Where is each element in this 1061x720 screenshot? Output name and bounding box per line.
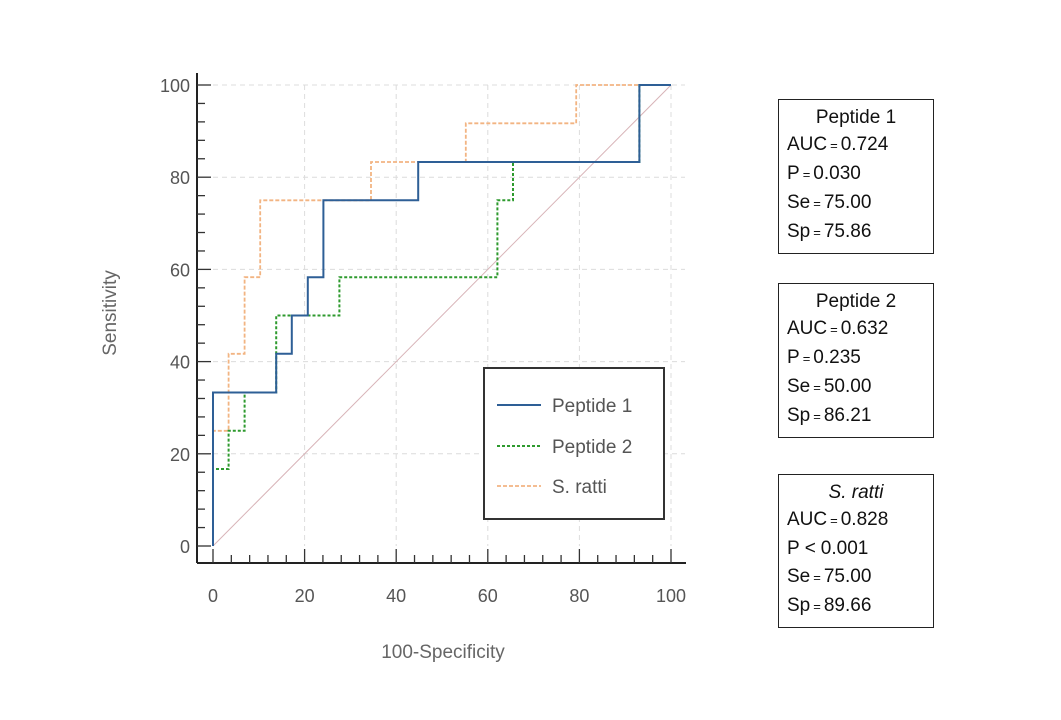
stat-operator: = — [802, 351, 811, 366]
y-tick-label: 0 — [180, 537, 190, 557]
x-tick-label: 60 — [478, 586, 498, 606]
legend-label: Peptide 2 — [552, 437, 632, 458]
sp-row: Sp = 75.86 — [787, 218, 925, 247]
stat-label: P — [787, 347, 800, 368]
stat-label: AUC — [787, 509, 828, 530]
stat-operator: = — [813, 599, 821, 614]
stat-value: 86.21 — [823, 405, 872, 426]
stats-title: Peptide 1 — [815, 107, 897, 128]
stat-operator: = — [813, 409, 821, 424]
stat-value: 0.030 — [813, 163, 861, 184]
stat-value: 0.828 — [840, 509, 889, 530]
peptide-2-stats-box: Peptide 2 AUC = 0.632 P = 0.235 Se = 50.00 Sp =… — [778, 283, 934, 438]
sp-row: Sp = 89.66 — [787, 592, 925, 621]
stat-value: 0.632 — [840, 318, 889, 339]
y-tick-label: 20 — [170, 445, 190, 465]
stat-operator: = — [813, 380, 821, 395]
x-tick-label: 0 — [208, 586, 218, 606]
y-tick-label: 60 — [170, 260, 190, 280]
s-ratti-stats-box: S. ratti AUC = 0.828 P <0.001 Se = 75.00 Sp = 8… — [778, 474, 934, 628]
p-row: P = 0.030 — [787, 160, 925, 189]
y-axis-label: Sensitivity — [100, 270, 121, 356]
y-tick-label: 80 — [170, 168, 190, 188]
legend-label: S. ratti — [552, 477, 607, 498]
x-tick-label: 80 — [569, 586, 589, 606]
stats-title: Peptide 2 — [815, 291, 897, 312]
stat-value: 50.00 — [823, 376, 872, 397]
stat-operator: = — [830, 138, 838, 153]
x-axis-label: 100-Specificity — [381, 642, 505, 663]
se-row: Se = 75.00 — [787, 563, 925, 592]
y-tick-label: 40 — [170, 353, 190, 373]
p-row: P <0.001 — [787, 535, 925, 563]
stat-operator: = — [813, 225, 821, 240]
stat-value: 75.00 — [823, 566, 872, 587]
stat-label: AUC — [787, 134, 828, 155]
stat-label: P — [787, 538, 800, 559]
stat-label: Se — [787, 566, 811, 587]
se-row: Se = 50.00 — [787, 373, 925, 402]
x-tick-label: 40 — [386, 586, 406, 606]
auc-row: AUC = 0.632 — [787, 315, 925, 344]
legend-label: Peptide 1 — [552, 396, 632, 417]
stat-operator: = — [830, 322, 838, 337]
stat-value: 75.00 — [823, 192, 872, 213]
y-tick-label: 100 — [160, 76, 190, 96]
stat-label: Se — [787, 192, 811, 213]
stat-value: 0.001 — [820, 538, 869, 559]
x-tick-label: 100 — [656, 586, 686, 606]
auc-row: AUC = 0.724 — [787, 131, 925, 160]
stat-operator: = — [802, 167, 811, 182]
stat-label: Sp — [787, 405, 811, 426]
auc-row: AUC = 0.828 — [787, 506, 925, 535]
stat-label: AUC — [787, 318, 828, 339]
stat-operator: = — [813, 196, 821, 211]
stat-operator: = — [813, 570, 821, 585]
s-ratti-line — [212, 84, 671, 546]
stat-value: 0.724 — [840, 134, 889, 155]
stat-label: Sp — [787, 221, 811, 242]
p-row: P = 0.235 — [787, 344, 925, 373]
legend-box — [483, 367, 665, 520]
se-row: Se = 75.00 — [787, 189, 925, 218]
stat-value: 89.66 — [823, 595, 872, 616]
stat-operator: = — [830, 513, 838, 528]
peptide-1-stats-box: Peptide 1 AUC = 0.724 P = 0.030 Se = 75.00 Sp =… — [778, 99, 934, 254]
stat-operator: < — [804, 538, 816, 559]
stat-value: 0.235 — [813, 347, 861, 368]
stat-label: P — [787, 163, 800, 184]
peptide-1-line — [212, 84, 671, 546]
stat-label: Se — [787, 376, 811, 397]
x-tick-label: 20 — [295, 586, 315, 606]
sp-row: Sp = 86.21 — [787, 402, 925, 431]
stats-title: S. ratti — [828, 482, 884, 503]
stat-label: Sp — [787, 595, 811, 616]
stat-value: 75.86 — [823, 221, 872, 242]
